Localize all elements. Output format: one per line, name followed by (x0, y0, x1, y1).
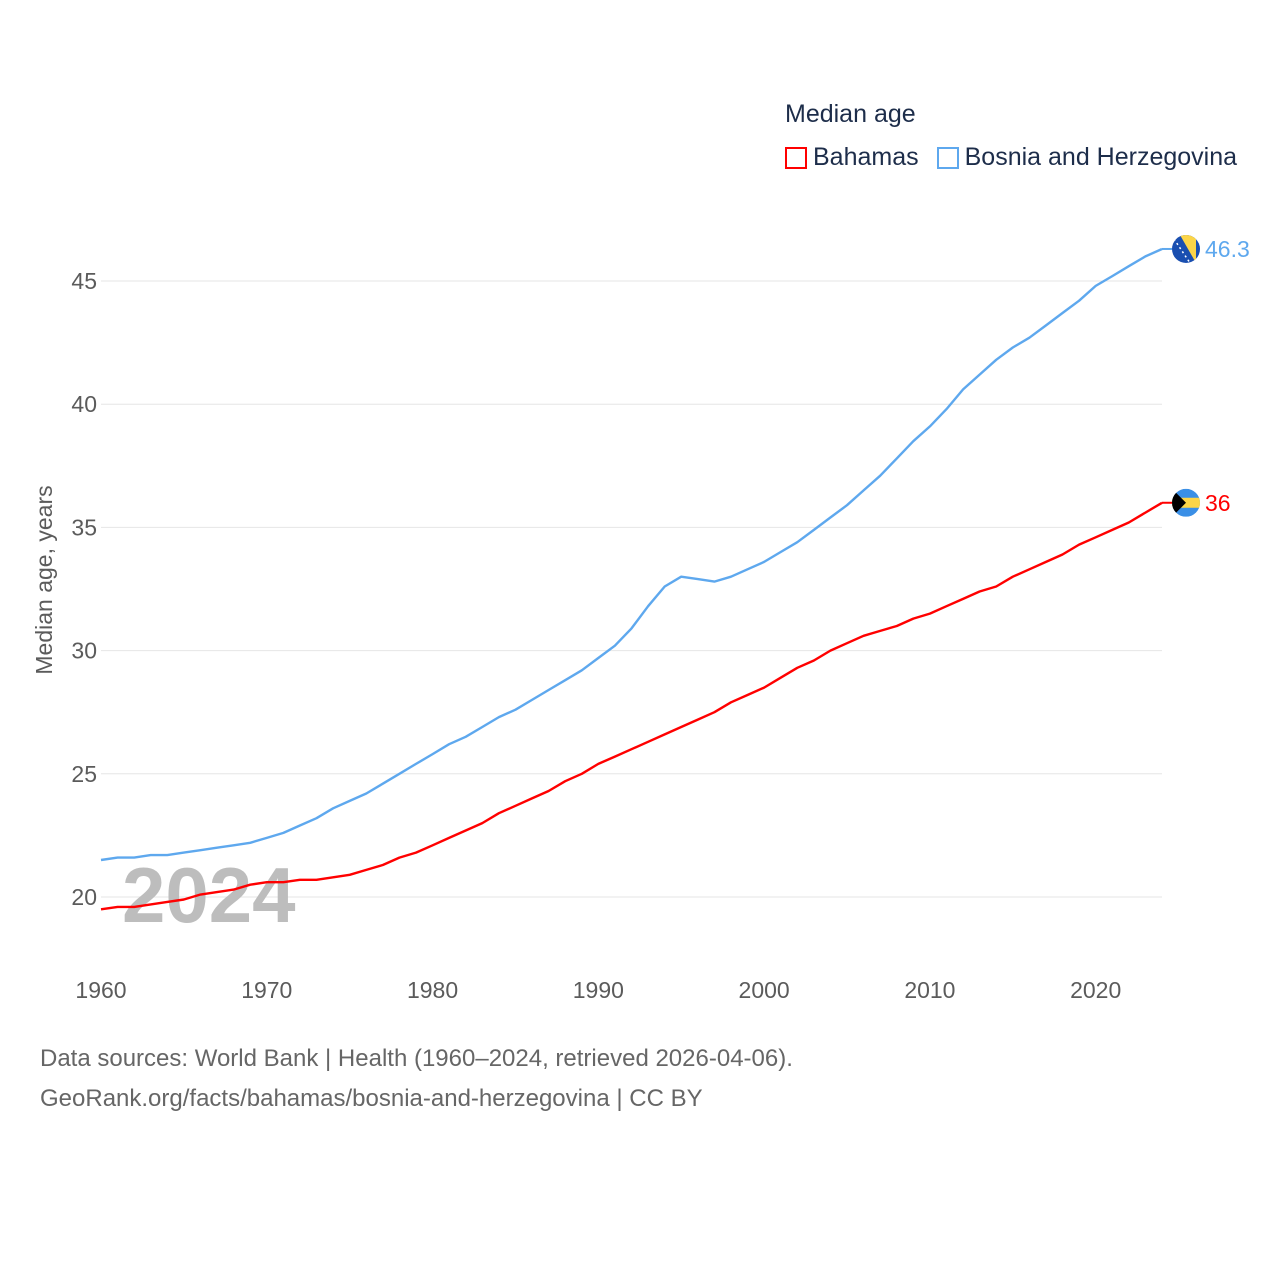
footer-sources: Data sources: World Bank | Health (1960–… (40, 1045, 793, 1072)
series-line-bosnia[interactable] (100, 247, 1163, 862)
x-tick-label: 1970 (241, 977, 292, 1003)
bahamas-flag-icon (1172, 488, 1200, 517)
legend-swatch-bahamas (785, 146, 807, 169)
legend-label-bahamas: Bahamas (813, 143, 919, 171)
x-tick-label: 1990 (573, 977, 624, 1003)
legend-swatch-bosnia (936, 146, 959, 169)
y-tick-label: 20 (71, 884, 97, 910)
x-tick-label: 2010 (904, 977, 955, 1003)
bosnia-flag-icon (1172, 234, 1200, 263)
end-value-label: 36 (1205, 490, 1231, 516)
y-tick-label: 40 (71, 391, 97, 417)
legend-label-bosnia: Bosnia and Herzegovina (964, 143, 1238, 171)
year-watermark: 2024 (122, 851, 296, 939)
x-tick-label: 1980 (407, 977, 458, 1003)
x-tick-label: 2000 (739, 977, 790, 1003)
legend: Bahamas Bosnia and Herzegovina (785, 143, 1237, 172)
footer-url[interactable]: GeoRank.org/facts/bahamas/bosnia-and-her… (40, 1085, 703, 1112)
x-tick-label: 1960 (75, 977, 126, 1003)
series-line-bahamas[interactable] (100, 501, 1163, 911)
y-tick-label: 35 (71, 514, 97, 540)
end-value-label: 46.3 (1205, 236, 1250, 262)
legend-item-bosnia[interactable]: Bosnia and Herzegovina (936, 143, 1238, 172)
legend-item-bahamas[interactable]: Bahamas (785, 143, 919, 172)
x-tick-label: 2020 (1070, 977, 1121, 1003)
y-tick-label: 45 (71, 268, 97, 294)
y-tick-label: 25 (71, 761, 97, 787)
y-axis-label: Median age, years (31, 485, 57, 674)
legend-title: Median age (785, 100, 916, 128)
y-tick-label: 30 (71, 638, 97, 664)
